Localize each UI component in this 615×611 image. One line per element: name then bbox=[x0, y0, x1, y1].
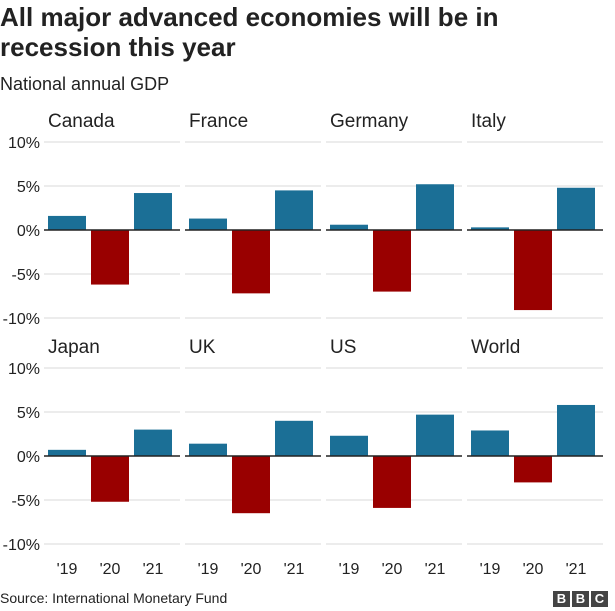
x-tick-label: '19 bbox=[339, 561, 360, 578]
bar bbox=[514, 456, 552, 483]
y-tick-label: -5% bbox=[12, 493, 40, 510]
y-tick-label: 0% bbox=[17, 223, 40, 240]
panel-title: Canada bbox=[48, 111, 115, 132]
bar bbox=[471, 430, 509, 456]
bar bbox=[373, 230, 411, 292]
panel-title: Italy bbox=[471, 111, 506, 132]
bar bbox=[48, 449, 86, 456]
x-tick-label: '21 bbox=[284, 561, 305, 578]
bar bbox=[557, 404, 595, 456]
bar bbox=[189, 443, 227, 456]
source-note: Source: International Monetary Fund bbox=[0, 590, 228, 606]
y-tick-label: 5% bbox=[17, 179, 40, 196]
bbc-logo: B B C bbox=[553, 591, 608, 607]
x-tick-label: '21 bbox=[425, 561, 446, 578]
bar bbox=[134, 429, 172, 456]
bar bbox=[330, 224, 368, 230]
y-tick-label: 10% bbox=[8, 361, 40, 378]
x-tick-label: '20 bbox=[382, 561, 403, 578]
bar bbox=[91, 456, 129, 502]
panel-title: France bbox=[189, 111, 248, 132]
x-tick-label: '19 bbox=[57, 561, 78, 578]
bbc-logo-letter: B bbox=[572, 591, 589, 607]
bbc-logo-letter: B bbox=[553, 591, 570, 607]
bar bbox=[232, 230, 270, 294]
bar bbox=[557, 187, 595, 230]
y-tick-label: 5% bbox=[17, 405, 40, 422]
bar bbox=[471, 227, 509, 230]
bar bbox=[48, 215, 86, 230]
panel-title: World bbox=[471, 337, 520, 358]
bar bbox=[416, 414, 454, 456]
bar bbox=[514, 230, 552, 311]
bar bbox=[232, 456, 270, 514]
x-tick-label: '20 bbox=[100, 561, 121, 578]
x-tick-label: '21 bbox=[566, 561, 587, 578]
x-tick-label: '21 bbox=[143, 561, 164, 578]
y-tick-label: -10% bbox=[3, 537, 40, 554]
x-tick-label: '20 bbox=[523, 561, 544, 578]
panel-title: Germany bbox=[330, 111, 409, 132]
bar bbox=[330, 435, 368, 456]
bbc-logo-letter: C bbox=[591, 591, 608, 607]
y-tick-label: -5% bbox=[12, 267, 40, 284]
x-tick-label: '20 bbox=[241, 561, 262, 578]
chart-subtitle: National annual GDP bbox=[0, 74, 170, 94]
x-tick-label: '19 bbox=[198, 561, 219, 578]
panel-title: Japan bbox=[48, 337, 100, 358]
panel-title: UK bbox=[189, 337, 216, 358]
bar bbox=[416, 184, 454, 230]
bar bbox=[373, 456, 411, 508]
panel-title: US bbox=[330, 337, 356, 358]
y-tick-label: 10% bbox=[8, 135, 40, 152]
y-tick-label: 0% bbox=[17, 449, 40, 466]
bar bbox=[275, 420, 313, 456]
y-tick-label: -10% bbox=[3, 311, 40, 328]
bar bbox=[91, 230, 129, 285]
x-tick-label: '19 bbox=[480, 561, 501, 578]
bar bbox=[189, 218, 227, 230]
bar bbox=[275, 190, 313, 230]
chart-title: All major advanced economies will be in … bbox=[0, 2, 499, 62]
bar bbox=[134, 193, 172, 230]
